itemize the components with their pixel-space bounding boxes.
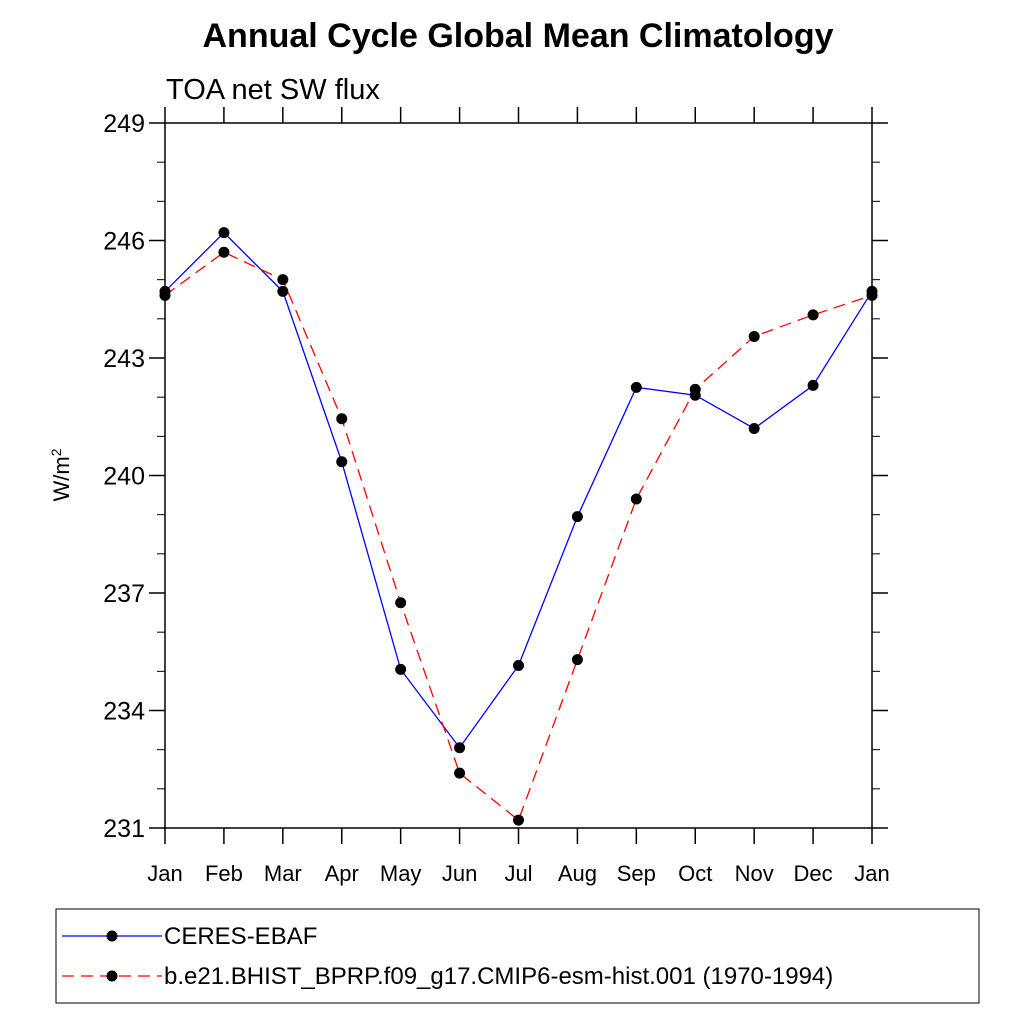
- plot-frame: [164, 122, 873, 829]
- legend-marker-1: [106, 930, 118, 942]
- x-tick-label: Jan: [854, 861, 889, 886]
- series-2-point: [748, 330, 760, 342]
- chart-subtitle: TOA net SW flux: [166, 74, 380, 106]
- y-tick-label: 231: [103, 815, 145, 843]
- legend-label-2: b.e21.BHIST_BPRP.f09_g17.CMIP6-esm-hist.…: [164, 963, 833, 990]
- y-tick-label: 243: [103, 345, 145, 373]
- legend-marker-2: [106, 970, 118, 982]
- x-tick-label: Dec: [794, 861, 833, 886]
- series-2-point: [159, 289, 171, 301]
- legend-label-1: CERES-EBAF: [164, 923, 317, 950]
- series-2-point: [689, 383, 701, 395]
- y-axis-label-superscript: 2: [48, 448, 64, 456]
- series-1-point: [395, 663, 407, 675]
- x-tick-label: Apr: [325, 861, 359, 886]
- series-1-point: [513, 659, 524, 671]
- x-tick-label: Feb: [205, 861, 243, 886]
- y-axis-label: W/m2: [48, 448, 74, 501]
- y-tick-label: 240: [103, 463, 145, 491]
- x-tick-label: Jun: [442, 861, 477, 886]
- legend: CERES-EBAF b.e21.BHIST_BPRP.f09_g17.CMIP6…: [62, 923, 833, 990]
- x-tick-label: Aug: [558, 861, 597, 886]
- series-2-point: [866, 289, 878, 301]
- legend-box: [55, 908, 980, 1004]
- series-lines: [164, 231, 873, 822]
- axis-ticks: [149, 107, 888, 844]
- series-1-point: [748, 423, 760, 434]
- y-axis-label-base: W/m: [49, 456, 74, 501]
- series-1-point: [218, 227, 230, 239]
- x-tick-label: May: [380, 861, 422, 886]
- y-tick-label: 237: [103, 580, 145, 608]
- x-tick-label: Nov: [735, 861, 774, 886]
- series-1-point: [336, 456, 348, 468]
- series-2-point: [513, 814, 524, 826]
- series-2-point: [395, 597, 407, 609]
- x-tick-label: Oct: [678, 861, 712, 886]
- series-2-point: [630, 493, 642, 505]
- x-tick-label: Jul: [504, 861, 532, 886]
- series-2-point: [277, 274, 289, 286]
- chart-title: Annual Cycle Global Mean Climatology: [203, 17, 834, 55]
- x-tick-label: Mar: [264, 861, 302, 886]
- series-1-point: [277, 285, 289, 297]
- series-1-point: [571, 511, 583, 523]
- x-tick-label: Jan: [147, 861, 182, 886]
- series-2-point: [807, 309, 819, 321]
- series-2-point: [454, 767, 466, 779]
- series-1-point: [807, 379, 819, 391]
- y-tick-label: 246: [103, 228, 145, 256]
- series-1-point: [454, 742, 466, 754]
- series-2-point: [571, 654, 583, 666]
- y-tick-label: 234: [103, 698, 145, 726]
- y-tick-label: 249: [103, 110, 145, 138]
- tick-labels: 231 234 237 240 243 246 249 Jan Feb Mar Apr May Jun J…: [103, 110, 889, 886]
- x-tick-label: Sep: [617, 861, 656, 886]
- series-2-point: [336, 413, 348, 425]
- series-line-2: [164, 251, 873, 822]
- series-2-point: [218, 246, 230, 258]
- series-1-point: [630, 381, 642, 393]
- series-markers: [159, 227, 878, 826]
